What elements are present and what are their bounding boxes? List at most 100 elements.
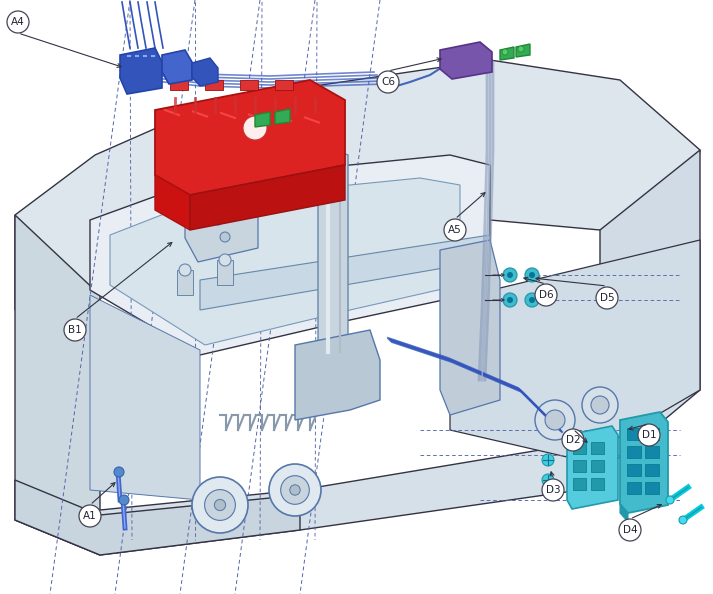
Circle shape [679,516,687,524]
Circle shape [535,400,575,440]
Polygon shape [15,480,300,555]
Polygon shape [162,50,192,84]
Text: A5: A5 [448,225,462,235]
Circle shape [619,519,641,541]
Bar [591,460,604,472]
Text: D2: D2 [565,435,580,445]
Text: D3: D3 [545,485,560,495]
Bar [627,428,641,440]
Circle shape [119,495,129,505]
Polygon shape [450,240,700,460]
Circle shape [507,297,513,303]
Polygon shape [177,270,193,295]
Polygon shape [192,58,218,86]
Circle shape [591,396,609,414]
Circle shape [542,479,564,501]
Bar [591,442,604,454]
Polygon shape [155,80,345,195]
Circle shape [192,477,248,533]
Circle shape [502,49,508,55]
Circle shape [507,272,513,278]
Polygon shape [110,178,460,345]
Text: D6: D6 [539,290,553,300]
Circle shape [377,71,399,93]
Text: C6: C6 [381,77,395,87]
Circle shape [243,116,267,140]
Circle shape [525,293,539,307]
Bar [573,460,586,472]
Polygon shape [120,48,162,94]
Circle shape [205,489,235,520]
Circle shape [518,46,524,52]
Bar [205,80,223,90]
Polygon shape [200,235,490,310]
Circle shape [582,387,618,423]
Polygon shape [318,150,348,360]
Circle shape [64,319,86,341]
Circle shape [542,454,554,466]
Circle shape [535,284,557,306]
Bar [591,478,604,490]
Bar [645,428,659,440]
Polygon shape [600,150,700,440]
Bar [627,446,641,458]
Circle shape [503,293,517,307]
Text: D4: D4 [622,525,637,535]
Circle shape [114,467,124,477]
Circle shape [525,268,539,282]
Bar [627,482,641,494]
Circle shape [215,500,225,511]
Circle shape [281,476,309,504]
Circle shape [289,485,300,495]
Bar [573,478,586,490]
Polygon shape [275,109,290,124]
Polygon shape [440,240,500,415]
Circle shape [7,11,29,33]
Bar [645,482,659,494]
Polygon shape [15,390,700,555]
Bar [240,80,258,90]
Polygon shape [217,260,233,285]
Circle shape [269,464,321,516]
Text: A1: A1 [83,511,97,521]
Polygon shape [620,412,668,513]
Polygon shape [500,47,514,60]
Polygon shape [567,426,618,509]
Circle shape [444,219,466,241]
Circle shape [205,200,215,210]
Polygon shape [255,112,270,127]
Circle shape [638,424,660,446]
Bar [275,80,293,90]
Circle shape [213,215,223,225]
Circle shape [179,264,191,276]
Circle shape [545,410,565,430]
Polygon shape [15,215,100,555]
Circle shape [666,496,674,504]
Polygon shape [620,504,628,522]
Text: B1: B1 [68,325,82,335]
Circle shape [529,297,535,303]
Text: D1: D1 [642,430,656,440]
Polygon shape [90,295,200,500]
Circle shape [220,232,230,242]
Polygon shape [190,165,345,230]
Circle shape [503,268,517,282]
Bar [645,464,659,476]
Circle shape [219,254,231,266]
Circle shape [562,429,584,451]
Circle shape [542,474,554,486]
Circle shape [596,287,618,309]
Circle shape [529,272,535,278]
Polygon shape [295,330,380,420]
Text: A4: A4 [11,17,25,27]
Polygon shape [155,175,190,230]
Polygon shape [15,60,700,310]
Bar [627,464,641,476]
Polygon shape [185,168,258,262]
Polygon shape [516,44,530,57]
Bar [645,446,659,458]
Circle shape [79,505,101,527]
Bar [573,442,586,454]
Bar [170,80,188,90]
Polygon shape [90,155,490,355]
